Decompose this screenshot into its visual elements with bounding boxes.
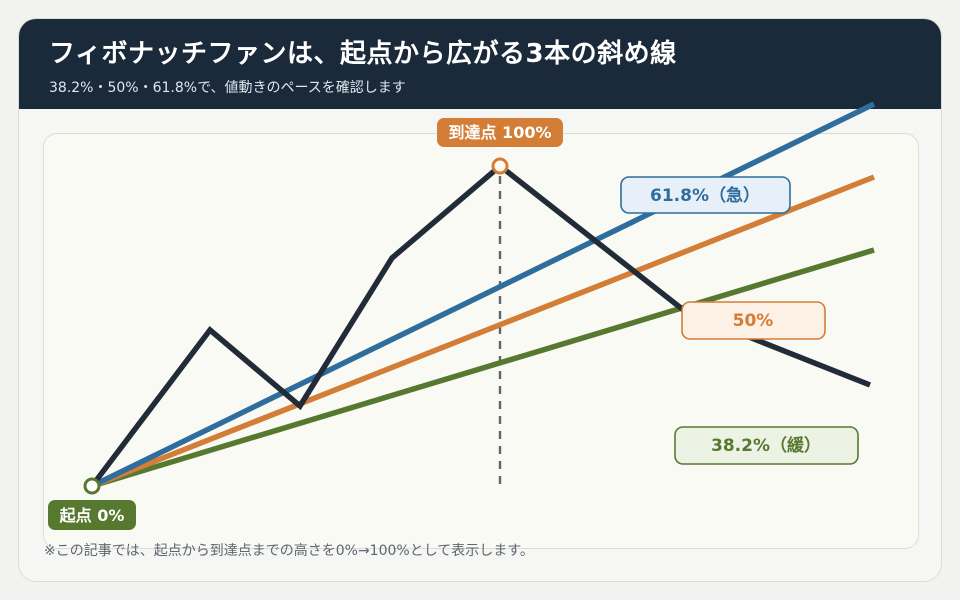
- diagram-card: フィボナッチファンは、起点から広がる3本の斜め線 38.2%・50%・61.8%…: [18, 18, 942, 582]
- peak-point-marker: [491, 157, 509, 175]
- fan-label-50-text: 50%: [733, 311, 774, 331]
- origin-label-badge: 起点 0%: [48, 500, 136, 530]
- peak-label-badge: 到達点 100%: [437, 118, 563, 147]
- fan-label-61-8-text: 61.8%（急）: [650, 185, 760, 206]
- page-title: フィボナッチファンは、起点から広がる3本の斜め線: [49, 39, 677, 69]
- fan-label-50: 50%: [681, 301, 826, 340]
- origin-label-text: 起点 0%: [59, 506, 125, 525]
- fan-label-61-8: 61.8%（急）: [620, 176, 791, 214]
- fan-label-38-2-text: 38.2%（緩）: [711, 435, 821, 456]
- fan-line-38-2: [91, 247, 875, 489]
- footnote: ※この記事では、起点から到達点までの高さを0%→100%として表示します。: [44, 543, 534, 559]
- origin-point-marker: [83, 477, 101, 495]
- page-subtitle: 38.2%・50%・61.8%で、値動きのペースを確認します: [49, 80, 406, 96]
- fan-line-61-8: [90, 101, 876, 489]
- fan-label-38-2: 38.2%（緩）: [674, 426, 859, 465]
- header-bar: フィボナッチファンは、起点から広がる3本の斜め線 38.2%・50%・61.8%…: [19, 19, 941, 109]
- fan-line-50: [90, 174, 876, 489]
- peak-label-text: 到達点 100%: [448, 123, 551, 142]
